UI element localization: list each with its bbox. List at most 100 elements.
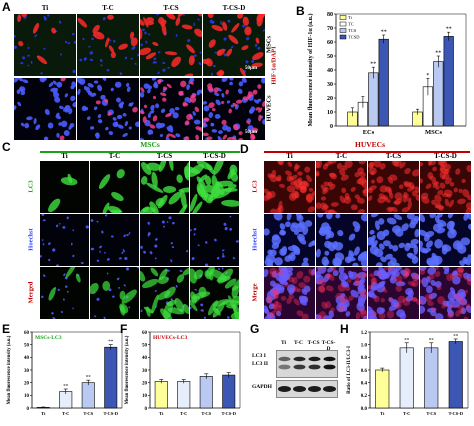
panelC-tile xyxy=(90,161,139,213)
bar xyxy=(433,61,444,127)
bar xyxy=(154,381,168,409)
band-lc3-ii xyxy=(278,364,291,370)
y-tick-label: 1.2 xyxy=(361,331,368,336)
panel-letter-c: C xyxy=(2,140,11,154)
panel-g-col-label: T-CS xyxy=(307,340,320,346)
x-tick-label: T-CS-D xyxy=(448,411,463,416)
band-gapdh xyxy=(293,386,306,392)
panel-letter-b: B xyxy=(296,4,305,18)
y-tick-label: 0.4 xyxy=(361,381,368,386)
panelD-tile xyxy=(368,161,419,213)
y-tick-label: 0 xyxy=(27,407,30,412)
significance-mark: ** xyxy=(435,51,441,57)
x-tick-label: T-C xyxy=(403,411,410,416)
panelC-tile xyxy=(40,161,89,213)
panel-d-underline xyxy=(264,151,470,153)
significance-mark: ** xyxy=(63,385,69,390)
bar xyxy=(399,347,414,409)
panelC-tile xyxy=(190,214,239,266)
legend-swatch xyxy=(339,21,347,27)
panelD-col-label: T-CS-D xyxy=(434,152,457,160)
x-tick-label: T-C xyxy=(62,411,69,416)
y-tick-label: 10 xyxy=(24,394,30,399)
chart-f: 0 10 20 30 40 50 60 Mean fluorescence intensity… xyxy=(125,331,241,416)
panelD-col-label: Ti xyxy=(286,152,293,160)
panel-a-huvec-tile xyxy=(203,78,265,140)
panelC-tile xyxy=(90,214,139,266)
panelD-col-label: T-CS xyxy=(385,152,402,160)
y-axis-label: Mean fluorescence intensity (a.u.) xyxy=(125,335,130,404)
panelC-col-label: T-C xyxy=(108,152,121,160)
significance-mark: ** xyxy=(108,340,114,345)
significance-mark: * xyxy=(426,73,429,79)
y-tick-label: 20 xyxy=(142,381,148,386)
y-tick-label: 20 xyxy=(24,381,30,386)
chart-title: HUVECs-LC3 xyxy=(153,335,187,341)
bar xyxy=(222,374,236,409)
panel-a-huvec-tile xyxy=(77,78,139,140)
panel-g-col-label: T-C xyxy=(294,340,303,346)
panelC-row-label: Hoechst xyxy=(27,228,35,251)
bar xyxy=(375,369,390,409)
y-tick-label: 0 xyxy=(145,407,148,412)
panel-letter-e: E xyxy=(2,322,11,336)
y-tick-label: 80 xyxy=(327,12,333,18)
panelD-tile xyxy=(316,214,367,266)
panel-c-group-title: MSCs xyxy=(140,140,160,149)
panel-c-underline xyxy=(40,151,240,153)
panelD-row-label: Hoechst xyxy=(251,228,259,251)
panelC-col-label: Ti xyxy=(61,152,68,160)
panelD-col-label: T-C xyxy=(335,152,348,160)
y-tick-label: 40 xyxy=(24,356,30,361)
panel-a-col-label: T-CS-D xyxy=(222,4,246,12)
y-tick-label: 0.0 xyxy=(361,407,368,412)
significance-mark: ** xyxy=(370,62,376,68)
y-tick-label: 50 xyxy=(327,54,333,60)
chart-b: 0 10 20 30 40 50 60 70 80 Mean fluorescence inten… xyxy=(307,12,467,136)
panel-g-band-label: LC3 I xyxy=(252,353,266,359)
x-tick-label: T-CS-D xyxy=(103,411,118,416)
band-lc3-i xyxy=(323,356,336,362)
band-lc3-i xyxy=(308,356,321,362)
panel-letter-d: D xyxy=(240,142,249,156)
panelC-col-label: T-CS xyxy=(156,152,173,160)
panelC-row-label: Merged xyxy=(27,281,35,304)
y-tick-label: 0.2 xyxy=(361,394,368,399)
legend-swatch xyxy=(339,28,347,33)
panel-d-group-title: HUVECs xyxy=(354,140,385,149)
chart-e: 0 10 20 30 40 50 60 Mean fluorescence intensity… xyxy=(7,331,123,416)
panel-a-huvec-tile xyxy=(14,78,76,140)
bar xyxy=(104,346,118,409)
x-tick-label: T-C xyxy=(180,411,187,416)
y-tick-label: 40 xyxy=(142,356,148,361)
panelD-row-label: LC3 xyxy=(251,180,259,193)
band-lc3-i xyxy=(293,356,306,362)
y-tick-label: 10 xyxy=(142,394,148,399)
y-tick-label: 40 xyxy=(327,68,333,74)
panelD-tile xyxy=(264,267,315,319)
panelD-tile xyxy=(316,161,367,213)
y-tick-label: 30 xyxy=(327,82,333,88)
panel-a-msc-tile xyxy=(14,14,76,76)
y-tick-label: 0.8 xyxy=(361,356,368,361)
bar xyxy=(424,347,439,409)
panelD-tile xyxy=(420,214,471,266)
panel-a-msc-tile xyxy=(140,14,202,76)
panel-letter-g: G xyxy=(250,322,260,336)
y-tick-label: 60 xyxy=(327,40,333,46)
blot-lc3 xyxy=(276,350,338,378)
legend-swatch xyxy=(339,15,347,20)
panel-letter-h: H xyxy=(340,322,349,336)
panel-g-col-label: Ti xyxy=(280,340,287,346)
panel-a-msc-tile xyxy=(203,14,265,76)
legend-label: TCS xyxy=(348,28,357,33)
bar xyxy=(177,381,191,409)
y-axis-label: Mean fluorescence intensity (a.u.) xyxy=(7,335,12,404)
y-tick-label: 30 xyxy=(24,369,30,374)
panel-a-stain-label: HIF-1α/DAPI xyxy=(270,46,278,85)
panel-a-col-label: T-C xyxy=(102,4,114,12)
band-gapdh xyxy=(278,386,291,392)
band-gapdh xyxy=(308,386,321,392)
significance-mark: ** xyxy=(453,334,459,339)
y-tick-label: 0 xyxy=(330,124,333,130)
